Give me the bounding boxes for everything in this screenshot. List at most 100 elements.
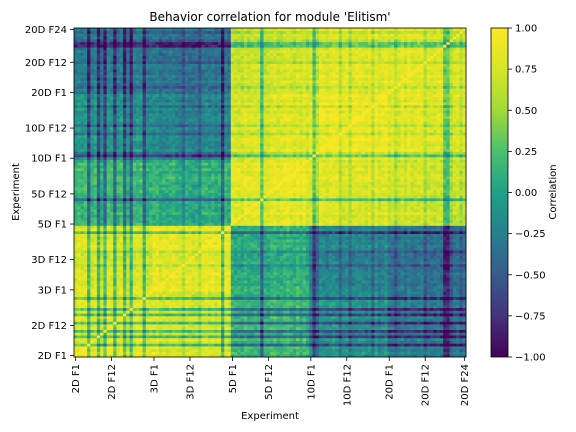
heatmap-cell xyxy=(325,252,330,256)
heatmap-cell xyxy=(374,285,379,289)
heatmap-cell xyxy=(439,299,444,303)
heatmap-cell xyxy=(149,288,153,292)
heatmap-cell xyxy=(456,343,460,347)
heatmap-cell xyxy=(351,340,356,344)
heatmap-cell xyxy=(109,277,114,281)
heatmap-cell xyxy=(250,291,255,295)
heatmap-cell xyxy=(74,329,78,333)
heatmap-cell xyxy=(211,288,215,292)
heatmap-cell xyxy=(436,348,441,352)
heatmap-cell xyxy=(439,280,444,284)
heatmap-cell xyxy=(273,261,277,265)
heatmap-cell xyxy=(436,351,441,355)
heatmap-cell xyxy=(87,304,91,309)
heatmap-cell xyxy=(296,343,300,347)
heatmap-cell xyxy=(456,346,460,350)
heatmap-cell xyxy=(123,266,127,270)
heatmap-cell xyxy=(80,258,85,262)
heatmap-cell xyxy=(155,326,160,330)
heatmap-cell xyxy=(227,241,232,245)
heatmap-cell xyxy=(354,337,359,341)
heatmap-cell xyxy=(322,335,326,339)
heatmap-cell xyxy=(263,293,268,298)
heatmap-cell xyxy=(276,280,281,284)
heatmap-cell xyxy=(256,348,261,352)
heatmap-cell xyxy=(397,288,402,292)
heatmap-cell xyxy=(436,282,441,287)
heatmap-cell xyxy=(420,326,424,330)
heatmap-cell xyxy=(446,299,451,303)
heatmap-cell xyxy=(394,280,398,284)
heatmap-cell xyxy=(443,280,447,284)
heatmap-cell xyxy=(96,288,101,292)
heatmap-cell xyxy=(403,337,408,341)
heatmap-cell xyxy=(302,299,307,303)
heatmap-cell xyxy=(413,326,418,330)
heatmap-cell xyxy=(384,321,388,325)
heatmap-cell xyxy=(132,282,137,287)
heatmap-cell xyxy=(315,326,320,330)
heatmap-cell xyxy=(292,261,297,265)
heatmap-cell xyxy=(394,272,398,276)
heatmap-cell xyxy=(207,255,212,259)
heatmap-cell xyxy=(162,258,166,262)
heatmap-cell xyxy=(322,258,326,262)
heatmap-cell xyxy=(397,244,402,248)
heatmap-cell xyxy=(250,261,255,265)
heatmap-cell xyxy=(103,261,108,265)
heatmap-cell xyxy=(119,282,124,287)
heatmap-cell xyxy=(322,293,326,298)
heatmap-cell xyxy=(207,299,212,303)
heatmap-cell xyxy=(123,291,127,295)
heatmap-cell xyxy=(253,282,258,287)
heatmap-cell xyxy=(136,247,140,251)
heatmap-cell xyxy=(335,354,339,358)
heatmap-cell xyxy=(217,340,222,344)
heatmap-cell xyxy=(446,310,451,314)
heatmap-cell xyxy=(243,340,248,344)
heatmap-cell xyxy=(201,343,206,347)
heatmap-cell xyxy=(309,304,313,309)
heatmap-cell xyxy=(149,351,153,355)
heatmap-cell xyxy=(312,326,317,330)
heatmap-cell xyxy=(426,285,431,289)
heatmap-cell xyxy=(221,247,225,251)
heatmap-cell xyxy=(348,255,353,259)
heatmap-cell xyxy=(162,321,166,325)
heatmap-cell xyxy=(328,293,333,298)
heatmap-cell xyxy=(175,272,179,276)
heatmap-cell xyxy=(191,302,196,306)
heatmap-cell xyxy=(165,324,170,328)
heatmap-cell xyxy=(194,354,199,358)
heatmap-cell xyxy=(83,343,88,347)
heatmap-cell xyxy=(328,348,333,352)
heatmap-cell xyxy=(165,326,170,330)
heatmap-cell xyxy=(142,241,147,245)
heatmap-cell xyxy=(211,274,215,278)
heatmap-cell xyxy=(191,324,196,328)
heatmap-cell xyxy=(309,299,313,303)
heatmap-cell xyxy=(286,351,290,355)
heatmap-cell xyxy=(410,313,415,317)
heatmap-cell xyxy=(332,261,336,265)
heatmap-cell xyxy=(172,255,176,259)
heatmap-cell xyxy=(377,335,382,339)
heatmap-cell xyxy=(93,241,98,245)
heatmap-cell xyxy=(198,250,202,254)
heatmap-cell xyxy=(162,263,166,267)
heatmap-cell xyxy=(426,258,431,262)
heatmap-cell xyxy=(240,321,245,325)
heatmap-cell xyxy=(449,324,454,328)
heatmap-cell xyxy=(194,291,199,295)
heatmap-cell xyxy=(286,299,290,303)
heatmap-cell xyxy=(191,244,196,248)
heatmap-cell xyxy=(341,343,346,347)
heatmap-cell xyxy=(390,277,395,281)
heatmap-cell xyxy=(181,332,186,336)
heatmap-cell xyxy=(345,250,349,254)
heatmap-cell xyxy=(390,337,395,341)
heatmap-cell xyxy=(348,252,353,256)
heatmap-cell xyxy=(439,302,444,306)
heatmap-cell xyxy=(394,288,398,292)
heatmap-cell xyxy=(296,348,300,352)
